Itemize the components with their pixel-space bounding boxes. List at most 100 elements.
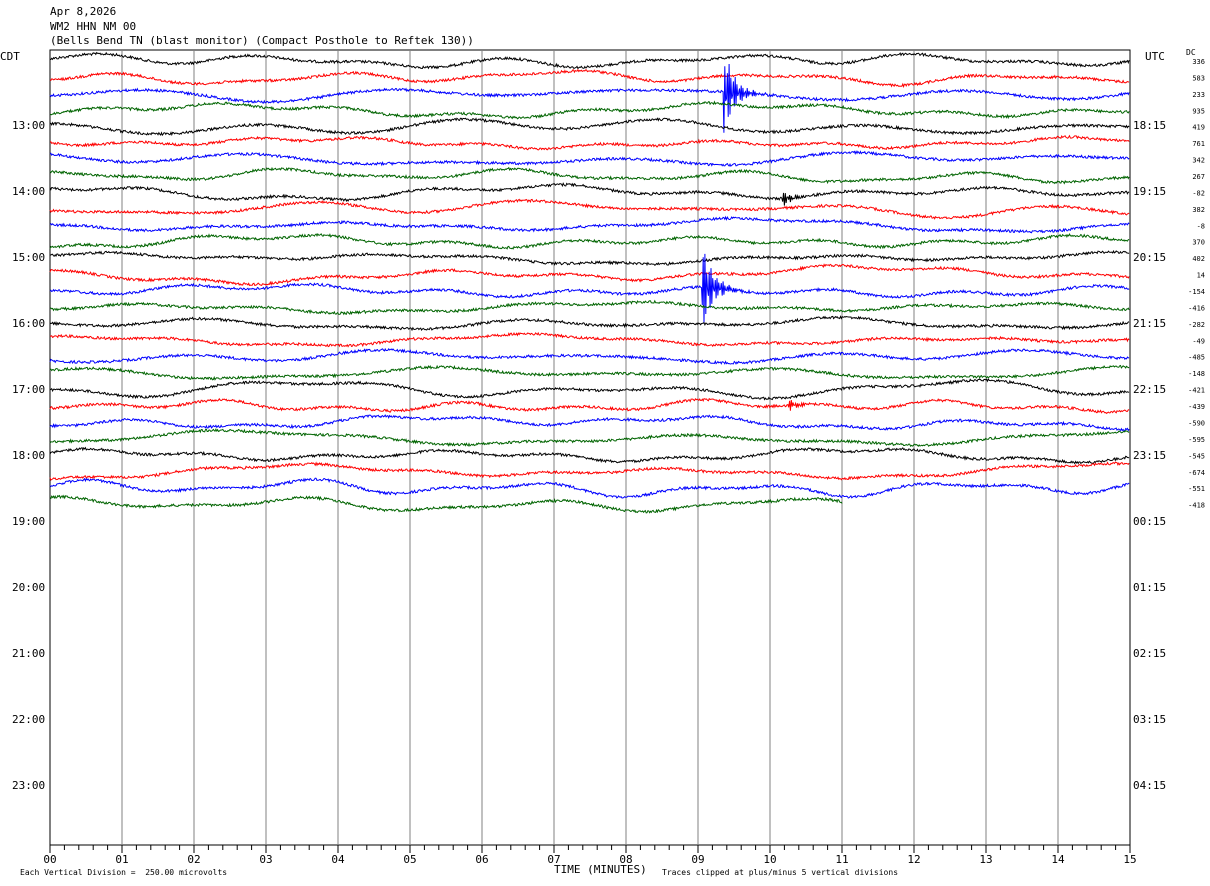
dc-offset-label: -49 (1192, 337, 1205, 345)
dc-offset-label: 342 (1192, 157, 1205, 165)
trace-black (49, 182, 1130, 206)
trace-black (49, 315, 1130, 332)
dc-offset-label: -551 (1188, 485, 1205, 493)
trace-blue (49, 414, 1130, 432)
hour-label-utc: 21:15 (1133, 317, 1166, 330)
x-axis-title: TIME (MINUTES) (554, 863, 647, 876)
footer-division-note: Each Vertical Division = 250.00 microvol… (20, 868, 228, 877)
x-tick-label: 09 (691, 853, 704, 866)
hour-label-cdt: 16:00 (12, 317, 45, 330)
trace-black (49, 117, 1130, 137)
x-tick-label: 15 (1123, 853, 1136, 866)
trace-green (49, 233, 1130, 250)
dc-offset-label: -8 (1197, 222, 1205, 230)
dc-offset-label: -154 (1188, 288, 1205, 296)
hour-label-cdt: 21:00 (12, 647, 45, 660)
hour-label-utc: 04:15 (1133, 779, 1166, 792)
x-tick-label: 05 (403, 853, 416, 866)
hour-label-utc: 03:15 (1133, 713, 1166, 726)
dc-offset-label: 935 (1192, 107, 1205, 115)
dc-offset-label: 336 (1192, 58, 1205, 66)
dc-offset-label: 267 (1192, 173, 1205, 181)
x-tick-label: 08 (619, 853, 632, 866)
dc-offset-label: -590 (1188, 419, 1205, 427)
trace-blue (49, 63, 1130, 133)
dc-offset-label: 370 (1192, 239, 1205, 247)
hour-label-cdt: 14:00 (12, 185, 45, 198)
x-tick-label: 13 (979, 853, 992, 866)
trace-blue (49, 150, 1130, 167)
trace-red (49, 461, 1130, 481)
trace-black (49, 51, 1130, 70)
trace-blue (49, 347, 1130, 365)
hour-label-cdt: 23:00 (12, 779, 45, 792)
trace-red (49, 198, 1130, 220)
dc-offset-label: 14 (1197, 272, 1205, 280)
header-date: Apr 8,2026 (50, 5, 117, 18)
x-tick-label: 12 (907, 853, 920, 866)
trace-black (49, 446, 1130, 465)
trace-red (49, 331, 1130, 348)
header-location: (Bells Bend TN (blast monitor) (Compact … (50, 34, 474, 47)
hour-label-cdt: 18:00 (12, 449, 45, 462)
x-tick-label: 06 (475, 853, 488, 866)
trace-red (49, 68, 1130, 89)
hour-label-utc: 20:15 (1133, 251, 1166, 264)
trace-black (49, 377, 1130, 401)
dc-offset-label: 382 (1192, 206, 1205, 214)
dc-offset-label: -82 (1192, 189, 1205, 197)
x-tick-label: 07 (547, 853, 560, 866)
hour-label-utc: 19:15 (1133, 185, 1166, 198)
footer-clip-note: Traces clipped at plus/minus 5 vertical … (662, 868, 899, 877)
dc-offset-label: -416 (1188, 304, 1205, 312)
trace-green (49, 494, 843, 514)
timezone-right-label: UTC (1145, 50, 1165, 63)
dc-offset-label: -421 (1188, 387, 1205, 395)
hour-label-cdt: 13:00 (12, 119, 45, 132)
x-tick-label: 14 (1051, 853, 1065, 866)
plot-frame (49, 49, 1131, 846)
header-station: WM2 HHN NM 00 (50, 20, 137, 33)
dc-offset-label: 402 (1192, 255, 1205, 263)
dc-offset-label: 419 (1192, 124, 1205, 132)
dc-offset-label: -282 (1188, 321, 1205, 329)
dc-offset-label: 761 (1192, 140, 1205, 148)
hour-label-utc: 00:15 (1133, 515, 1166, 528)
dc-offset-label: -439 (1188, 403, 1205, 411)
hour-label-utc: 18:15 (1133, 119, 1166, 132)
hour-label-cdt: 22:00 (12, 713, 45, 726)
dc-offset-label: 233 (1192, 91, 1205, 99)
trace-green (49, 428, 1130, 448)
dc-offset-label: -674 (1188, 469, 1205, 477)
x-tick-label: 11 (835, 853, 848, 866)
timezone-left-label: CDT (0, 50, 20, 63)
hour-label-utc: 22:15 (1133, 383, 1166, 396)
x-tick-label: 02 (187, 853, 200, 866)
trace-red (49, 134, 1130, 151)
x-tick-label: 03 (259, 853, 272, 866)
dc-offset-label: -418 (1188, 502, 1205, 510)
trace-blue (49, 253, 1130, 324)
x-tick-label: 04 (331, 853, 345, 866)
trace-black (50, 249, 1130, 267)
trace-blue (49, 477, 1130, 499)
trace-green (49, 166, 1130, 185)
dc-offset-label: -595 (1188, 436, 1205, 444)
dc-offset-label: -148 (1188, 370, 1205, 378)
trace-green (49, 299, 1130, 316)
trace-blue (49, 215, 1130, 234)
dc-offset-label: -545 (1188, 452, 1205, 460)
dc-label: DC (1186, 48, 1196, 57)
trace-red (49, 397, 1130, 415)
x-tick-label: 01 (115, 853, 128, 866)
trace-green (49, 364, 1130, 381)
hour-label-cdt: 20:00 (12, 581, 45, 594)
trace-red (49, 263, 1130, 287)
hour-label-utc: 23:15 (1133, 449, 1166, 462)
dc-offset-label: -485 (1188, 354, 1205, 362)
x-tick-label: 10 (763, 853, 776, 866)
hour-label-utc: 01:15 (1133, 581, 1166, 594)
hour-label-cdt: 15:00 (12, 251, 45, 264)
hour-label-utc: 02:15 (1133, 647, 1166, 660)
